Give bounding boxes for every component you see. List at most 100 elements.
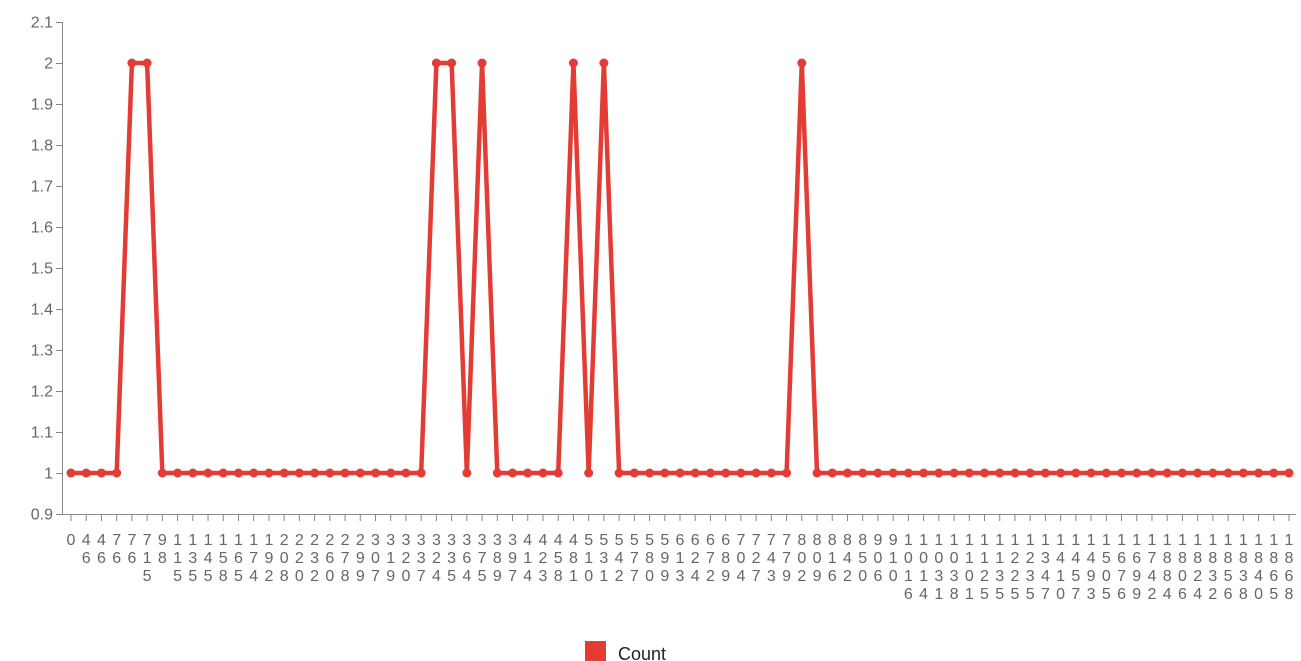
data-point[interactable]	[462, 468, 472, 478]
data-point[interactable]	[203, 468, 213, 478]
y-axis: 0.9 1 1.1 1.2 1.3 1.4 1.5 1.6 1.7 1.8 1.9 2 2.1	[31, 15, 63, 524]
data-point[interactable]	[629, 468, 639, 478]
data-point[interactable]	[842, 468, 852, 478]
data-point[interactable]	[690, 468, 700, 478]
data-point[interactable]	[249, 468, 259, 478]
data-point[interactable]	[477, 58, 487, 68]
data-point[interactable]	[797, 58, 807, 68]
data-point[interactable]	[599, 58, 609, 68]
data-point[interactable]	[568, 58, 578, 68]
y-tick-label: 2.1	[31, 15, 53, 32]
data-point[interactable]	[782, 468, 792, 478]
data-point[interactable]	[1086, 468, 1096, 478]
data-point[interactable]	[1101, 468, 1111, 478]
data-point[interactable]	[1040, 468, 1050, 478]
data-point[interactable]	[1284, 468, 1294, 478]
data-point[interactable]	[1056, 468, 1066, 478]
y-tick-label: 1	[44, 466, 53, 483]
data-point[interactable]	[1071, 468, 1081, 478]
data-point[interactable]	[934, 468, 944, 478]
data-point[interactable]	[538, 468, 548, 478]
data-point[interactable]	[812, 468, 822, 478]
data-point[interactable]	[645, 468, 655, 478]
data-point[interactable]	[371, 468, 380, 478]
data-point[interactable]	[340, 468, 350, 478]
data-point[interactable]	[705, 468, 715, 478]
data-point[interactable]	[66, 468, 76, 478]
data-point[interactable]	[279, 468, 289, 478]
data-point[interactable]	[233, 468, 243, 478]
data-point[interactable]	[919, 468, 929, 478]
data-point[interactable]	[401, 468, 411, 478]
data-point[interactable]	[355, 468, 365, 478]
data-point[interactable]	[888, 468, 898, 478]
data-point[interactable]	[903, 468, 913, 478]
data-point[interactable]	[1147, 468, 1157, 478]
data-point[interactable]	[1025, 468, 1035, 478]
data-point[interactable]	[660, 468, 670, 478]
data-point[interactable]	[1223, 468, 1233, 478]
data-point[interactable]	[112, 468, 122, 478]
data-point[interactable]	[721, 468, 731, 478]
data-point[interactable]	[858, 468, 868, 478]
data-point[interactable]	[508, 468, 518, 478]
data-point[interactable]	[264, 468, 274, 478]
data-point[interactable]	[736, 468, 746, 478]
data-point[interactable]	[980, 468, 989, 478]
data-point[interactable]	[675, 468, 685, 478]
data-point[interactable]	[431, 58, 441, 68]
data-point[interactable]	[873, 468, 883, 478]
data-point[interactable]	[751, 468, 761, 478]
data-point[interactable]	[325, 468, 335, 478]
data-point[interactable]	[1193, 468, 1203, 478]
legend-label-count[interactable]: Count	[618, 644, 666, 661]
data-point[interactable]	[1117, 468, 1127, 478]
data-point[interactable]	[447, 58, 457, 68]
data-point[interactable]	[949, 468, 959, 478]
data-point[interactable]	[1269, 468, 1279, 478]
data-point[interactable]	[584, 468, 594, 478]
data-point[interactable]	[96, 468, 106, 478]
data-point[interactable]	[1177, 468, 1187, 478]
data-point[interactable]	[81, 468, 91, 478]
data-point[interactable]	[310, 468, 320, 478]
data-point[interactable]	[157, 468, 167, 478]
data-point[interactable]	[1162, 468, 1172, 478]
data-point[interactable]	[492, 468, 502, 478]
data-point[interactable]	[416, 468, 426, 478]
data-point[interactable]	[142, 58, 152, 68]
data-point[interactable]	[766, 468, 776, 478]
data-point[interactable]	[995, 468, 1005, 478]
data-point[interactable]	[218, 468, 228, 478]
data-point[interactable]	[294, 468, 304, 478]
data-point[interactable]	[523, 468, 533, 478]
data-point[interactable]	[1238, 468, 1248, 478]
data-point[interactable]	[173, 468, 183, 478]
data-point[interactable]	[386, 468, 396, 478]
data-point[interactable]	[614, 468, 624, 478]
data-point[interactable]	[827, 468, 837, 478]
legend[interactable]: Count	[585, 641, 666, 661]
data-point[interactable]	[1208, 468, 1218, 478]
data-point[interactable]	[1132, 468, 1142, 478]
data-point[interactable]	[127, 58, 137, 68]
data-point[interactable]	[188, 468, 198, 478]
data-point[interactable]	[964, 468, 974, 478]
data-point[interactable]	[553, 468, 563, 478]
data-point[interactable]	[1010, 468, 1020, 478]
legend-swatch-count[interactable]	[585, 641, 606, 661]
data-point[interactable]	[1254, 468, 1264, 478]
